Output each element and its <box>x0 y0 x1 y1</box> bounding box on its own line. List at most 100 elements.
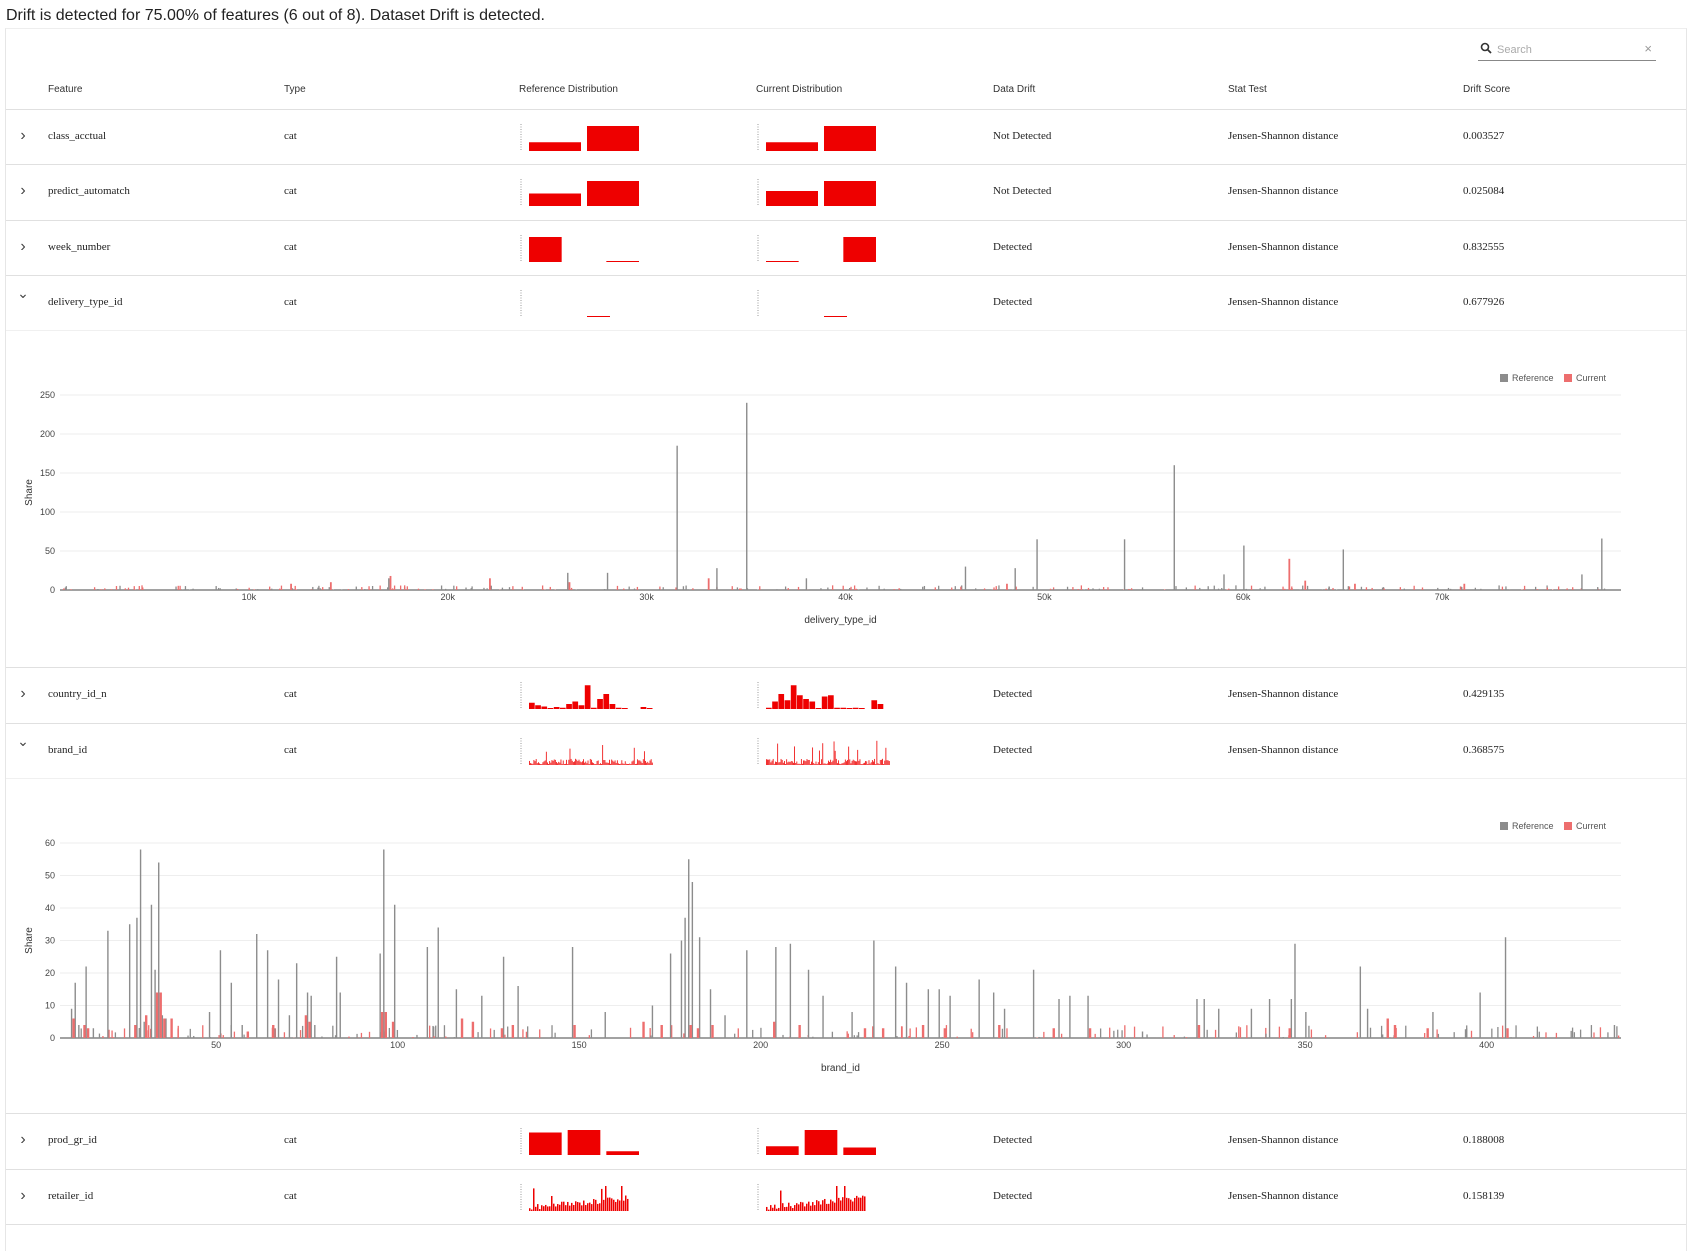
table-row[interactable]: ⌄ delivery_type_id cat Detected Jensen-Shann… <box>6 275 1686 330</box>
minor-bar <box>1228 588 1230 590</box>
minor-bar <box>759 586 761 590</box>
column-header-current[interactable]: Current Distribution <box>756 84 843 95</box>
minor-bar <box>1282 1036 1284 1038</box>
reference-distribution-bar <box>589 758 591 765</box>
current-distribution-bar <box>794 1205 796 1211</box>
legend-label-reference[interactable]: Reference <box>1512 373 1554 383</box>
current-distribution-bar <box>848 746 850 765</box>
expand-chevron-icon[interactable]: › <box>20 127 26 144</box>
current-distribution-bar <box>770 1205 772 1211</box>
minor-bar <box>470 588 472 590</box>
expand-chevron-icon[interactable]: › <box>20 1187 26 1204</box>
legend-label-current[interactable]: Current <box>1576 821 1607 831</box>
current-distribution-bar <box>822 1200 824 1211</box>
stat-test: Jensen-Shannon distance <box>1228 130 1339 142</box>
column-header-type[interactable]: Type <box>284 84 306 95</box>
clear-search-icon[interactable]: × <box>1644 41 1652 56</box>
legend-swatch-reference[interactable] <box>1500 374 1508 382</box>
search-box[interactable]: Search × <box>1478 41 1656 61</box>
table-row[interactable]: › class_acctual cat Not Detected Jensen-Shan… <box>6 109 1686 164</box>
reference-bar <box>92 1028 95 1038</box>
table-row[interactable]: › predict_automatch cat Not Detected Jensen-… <box>6 164 1686 219</box>
reference-bar <box>306 992 309 1038</box>
collapse-chevron-icon[interactable]: ⌄ <box>17 285 29 301</box>
reference-distribution-bar <box>540 764 542 765</box>
legend-swatch-current[interactable] <box>1564 822 1572 830</box>
current-distribution-bar <box>842 1197 844 1211</box>
reference-bar <box>158 862 160 1038</box>
row-divider <box>6 667 1686 668</box>
minor-bar <box>253 589 255 590</box>
current-distribution-bar <box>808 759 810 765</box>
legend-swatch-reference[interactable] <box>1500 822 1508 830</box>
minor-bar <box>112 1037 115 1038</box>
reference-bar <box>277 979 280 1038</box>
reference-distribution-bar <box>615 707 622 709</box>
column-header-data-drift[interactable]: Data Drift <box>993 84 1036 95</box>
reference-distribution-bar <box>606 261 639 262</box>
minor-bar <box>1060 1033 1063 1038</box>
reference-bar <box>698 937 701 1038</box>
minor-bar <box>1555 589 1557 590</box>
current-bar <box>329 582 332 590</box>
current-distribution-bar <box>871 760 873 765</box>
table-row[interactable]: › retailer_id cat Detected Jensen-Shannon di… <box>6 1169 1686 1224</box>
reference-distribution-bar <box>534 761 536 765</box>
current-distribution-bar <box>842 763 844 765</box>
reference-distribution-bar <box>587 760 589 765</box>
reference-distribution-bar <box>625 763 627 765</box>
reference-distribution-sparkline <box>520 290 610 317</box>
current-distribution-bar <box>790 1206 792 1211</box>
expand-chevron-icon[interactable]: › <box>20 685 26 702</box>
minor-bar <box>1557 586 1560 590</box>
table-row[interactable]: ⌄ brand_id cat Detected Jensen-Shannon dista… <box>6 723 1686 778</box>
y-tick-label: 200 <box>40 429 55 439</box>
reference-distribution-bar <box>570 758 572 765</box>
legend-label-current[interactable]: Current <box>1576 373 1607 383</box>
expand-chevron-icon[interactable]: › <box>20 182 26 199</box>
feature-type: cat <box>284 1134 297 1146</box>
y-tick-label: 50 <box>45 871 55 881</box>
minor-bar <box>445 1036 447 1038</box>
current-bar <box>921 1025 925 1038</box>
table-row[interactable]: › country_id_n cat Detected Jensen-Shannon d… <box>6 667 1686 722</box>
column-header-reference[interactable]: Reference Distribution <box>519 84 618 95</box>
reference-distribution-bar <box>600 763 601 765</box>
minor-bar <box>1121 1030 1123 1038</box>
current-distribution-bar <box>840 707 847 709</box>
search-input[interactable]: Search <box>1497 44 1532 56</box>
minor-bar <box>820 588 822 590</box>
reference-distribution-bar <box>548 764 549 765</box>
expand-chevron-icon[interactable]: › <box>20 238 26 255</box>
table-row[interactable]: › week_number cat Detected Jensen-Shannon di… <box>6 220 1686 275</box>
current-bar <box>72 1018 75 1038</box>
minor-bar <box>294 585 296 590</box>
minor-bar <box>847 1033 849 1038</box>
collapse-chevron-icon[interactable]: ⌄ <box>17 733 29 749</box>
reference-bar <box>606 572 609 590</box>
reference-distribution-bar <box>535 1206 537 1211</box>
reference-distribution-bar <box>539 1209 541 1211</box>
current-distribution-bar <box>873 761 874 765</box>
column-header-feature[interactable]: Feature <box>48 84 83 95</box>
legend-label-reference[interactable]: Reference <box>1512 821 1554 831</box>
minor-bar <box>501 587 504 590</box>
reference-distribution-bar <box>567 1201 569 1211</box>
drift-summary: Drift is detected for 75.00% of features… <box>6 7 545 24</box>
legend-swatch-current[interactable] <box>1564 374 1572 382</box>
reference-bar <box>1003 1008 1006 1038</box>
current-distribution-bar <box>821 759 823 765</box>
current-distribution-bar <box>803 760 804 765</box>
minor-bar <box>432 1025 434 1038</box>
expand-chevron-icon[interactable]: › <box>20 1131 26 1148</box>
minor-bar <box>998 585 1000 590</box>
reference-distribution-bar <box>621 1186 623 1211</box>
column-header-stat-test[interactable]: Stat Test <box>1228 84 1267 95</box>
minor-bar <box>831 585 834 590</box>
table-row[interactable]: › prod_gr_id cat Detected Jensen-Shannon dis… <box>6 1113 1686 1168</box>
current-distribution-bar <box>850 763 852 765</box>
column-header-drift-score[interactable]: Drift Score <box>1463 84 1511 95</box>
minor-bar <box>776 589 778 590</box>
current-distribution-bar <box>826 1203 828 1211</box>
minor-bar <box>64 587 67 590</box>
